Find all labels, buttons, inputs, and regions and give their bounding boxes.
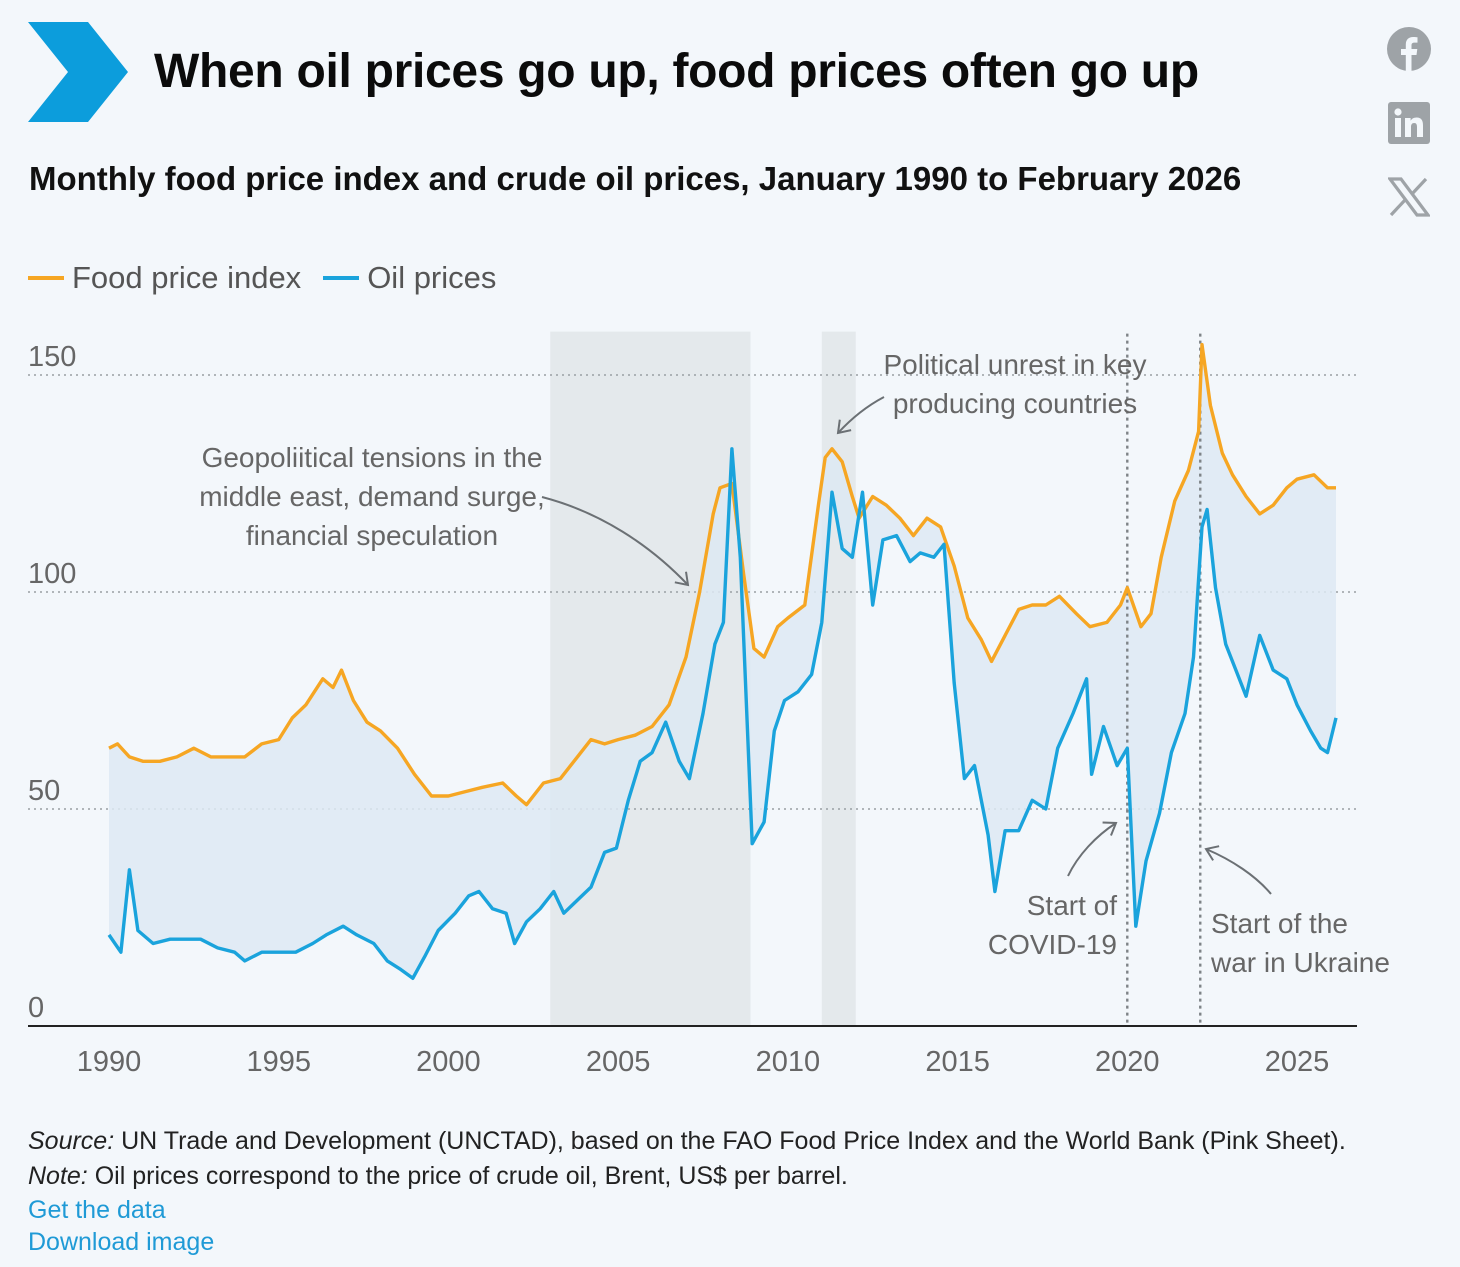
y-tick-label-150: 150 <box>28 341 76 373</box>
annotation-2-line-1: COVID-19 <box>988 929 1117 960</box>
annotation-2: Start of COVID-19 <box>988 822 1117 960</box>
y-tick-label-50: 50 <box>28 775 60 807</box>
annotation-3-line-1: war in Ukraine <box>1210 947 1390 978</box>
x-tick-label-2015: 2015 <box>925 1046 990 1078</box>
y-tick-label-0: 0 <box>28 992 44 1024</box>
x-icon <box>1388 177 1430 217</box>
oil-price-line <box>107 447 1338 980</box>
x-tick-label-2025: 2025 <box>1265 1046 1330 1078</box>
logo-chevron-icon <box>28 22 128 122</box>
annotation-0-arrow <box>541 496 689 586</box>
chart-subtitle: Monthly food price index and crude oil p… <box>29 160 1242 197</box>
note-label: Note: <box>28 1162 88 1190</box>
annotation-2-arrow <box>1067 822 1117 877</box>
annotation-3-arrowhead <box>1204 845 1220 861</box>
source-text: UN Trade and Development (UNCTAD), based… <box>114 1127 1346 1155</box>
annotation-1-arrow <box>837 396 885 434</box>
annotation-3-line-0: Start of the <box>1211 908 1348 939</box>
annotation-3: Start of the war in Ukraine <box>1205 848 1390 978</box>
linkedin-share-button[interactable] <box>1384 98 1434 148</box>
annotation-0-line-2: financial speculation <box>246 520 498 551</box>
legend-label-food: Food price index <box>72 260 302 295</box>
annotation-3-arrow <box>1205 848 1272 895</box>
annotation-1-line-1: producing countries <box>893 388 1137 419</box>
x-tick-label-2005: 2005 <box>586 1046 651 1078</box>
x-tick-label-1990: 1990 <box>77 1046 142 1078</box>
annotation-0: Geopoliitical tensions in the middle east… <box>199 442 689 586</box>
get-data-link[interactable]: Get the data <box>28 1196 166 1224</box>
x-tick-label-2020: 2020 <box>1095 1046 1160 1078</box>
x-tick-label-2000: 2000 <box>416 1046 481 1078</box>
series-gap-fill <box>109 344 1336 979</box>
page-title: When oil prices go up, food prices often… <box>154 45 1199 98</box>
shaded-period-1 <box>821 331 856 1027</box>
annotation-0-arrowhead <box>674 571 690 587</box>
y-tick-label-100: 100 <box>28 558 76 590</box>
facebook-share-button[interactable] <box>1384 24 1434 74</box>
annotation-1-line-0: Political unrest in key <box>883 349 1146 380</box>
legend-swatch-food <box>28 276 64 280</box>
legend-item-oil: Oil prices <box>323 260 496 296</box>
annotation-2-line-0: Start of <box>1027 890 1117 921</box>
annotation-1-arrowhead <box>836 419 852 435</box>
chart-footer: Source: UN Trade and Development (UNCTAD… <box>28 1124 1346 1258</box>
legend-label-oil: Oil prices <box>367 260 497 295</box>
source-label: Source: <box>28 1127 115 1155</box>
legend-swatch-oil <box>323 276 360 280</box>
source-line: Source: UN Trade and Development (UNCTAD… <box>28 1124 1346 1159</box>
annotation-0-line-0: Geopoliitical tensions in the <box>202 442 543 473</box>
annotation-0-line-1: middle east, demand surge, <box>199 481 545 512</box>
legend-item-food: Food price index <box>28 260 301 296</box>
facebook-icon <box>1387 27 1431 72</box>
x-share-button[interactable] <box>1384 172 1434 222</box>
annotation-2-arrowhead <box>1102 821 1118 836</box>
download-image-link[interactable]: Download image <box>28 1228 215 1256</box>
line-chart: 0 50 100 150 1990 1995 2000 2005 2010 2015 2020 202… <box>28 331 1390 1078</box>
shaded-period-0 <box>550 331 751 1027</box>
x-tick-label-1995: 1995 <box>246 1046 311 1078</box>
chart-legend: Food price index Oil prices <box>28 260 518 296</box>
note-text: Oil prices correspond to the price of cr… <box>87 1162 848 1190</box>
x-tick-label-2010: 2010 <box>756 1046 821 1078</box>
food-price-line <box>108 342 1336 807</box>
annotation-1: Political unrest in key producing countri… <box>837 349 1147 434</box>
note-line: Note: Oil prices correspond to the price… <box>28 1159 1346 1194</box>
linkedin-icon <box>1388 102 1430 144</box>
